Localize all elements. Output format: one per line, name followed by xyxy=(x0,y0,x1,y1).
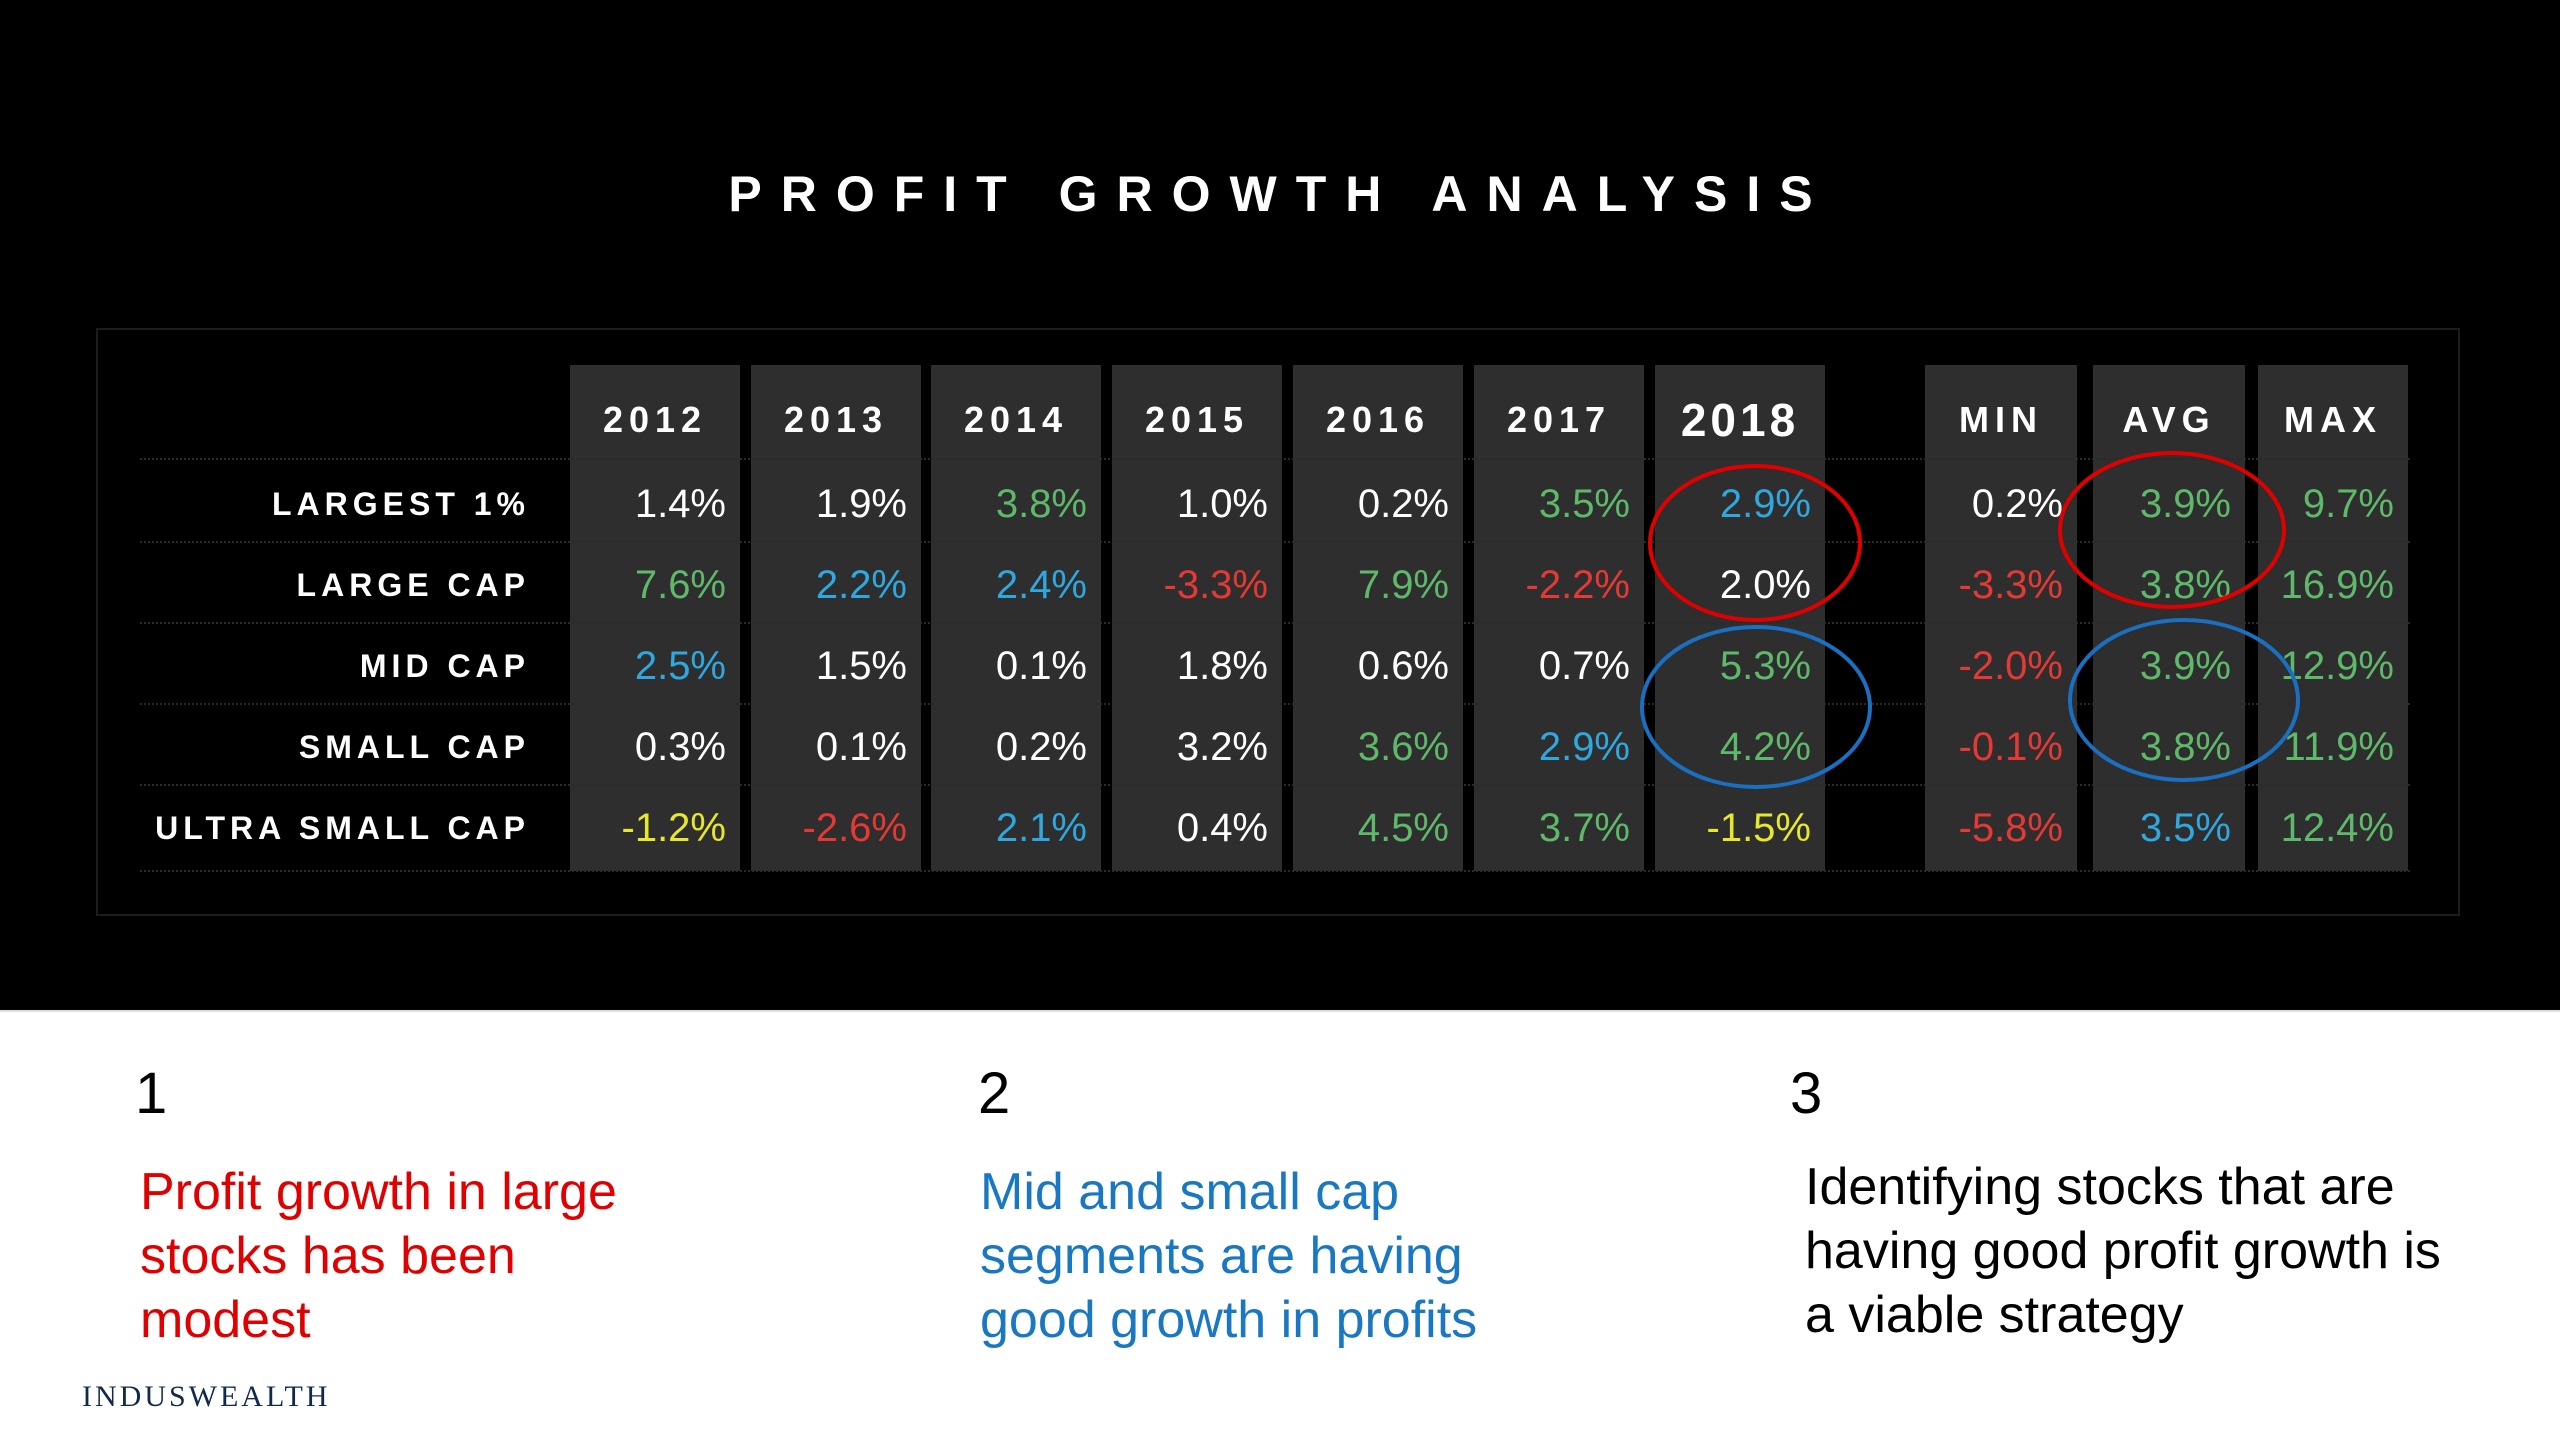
table-cell: 0.2% xyxy=(995,725,1087,769)
column-header-2017: 2017 xyxy=(1506,399,1612,440)
table-cell: 1.5% xyxy=(815,644,907,688)
column-background-2017 xyxy=(1474,365,1644,871)
takeaway-3-number: 3 xyxy=(1790,1061,1823,1126)
column-header-2016: 2016 xyxy=(1325,399,1431,440)
takeaway-2-number: 2 xyxy=(978,1061,1011,1126)
column-background-2016 xyxy=(1293,365,1463,871)
table-cell: 0.6% xyxy=(1357,644,1449,688)
table-cell: 1.9% xyxy=(815,482,907,526)
column-header-2018: 2018 xyxy=(1680,394,1800,446)
table-cell: 9.7% xyxy=(2302,482,2394,526)
table-cell: -3.3% xyxy=(1958,563,2064,607)
column-header-2014: 2014 xyxy=(963,399,1069,440)
table-cell: 0.4% xyxy=(1176,806,1268,850)
row-label: SMALL CAP xyxy=(298,729,530,765)
table-cell: 1.0% xyxy=(1176,482,1268,526)
table-cell: -2.0% xyxy=(1958,644,2064,688)
takeaway-3-text: Identifying stocks that are having good … xyxy=(1805,1158,2441,1344)
takeaway-2-text: Mid and small cap segments are having go… xyxy=(980,1163,1478,1349)
table-cell: -0.1% xyxy=(1958,725,2064,769)
row-separator xyxy=(140,784,2410,786)
column-header-2015: 2015 xyxy=(1144,399,1250,440)
row-separator xyxy=(140,870,2410,872)
table-cell: -2.6% xyxy=(802,806,908,850)
row-separator xyxy=(140,458,2410,460)
row-label: LARGEST 1% xyxy=(271,486,530,522)
table-cell: 3.5% xyxy=(1538,482,1630,526)
table-cell: 2.0% xyxy=(1719,563,1811,607)
induswealth-logo: INDUSWEALTH xyxy=(82,1380,331,1413)
table-frame xyxy=(96,328,2460,916)
table-cell: -1.5% xyxy=(1706,806,1812,850)
table-cell: 0.2% xyxy=(1971,482,2063,526)
column-header-max: MAX xyxy=(2284,399,2382,440)
table-cell: 4.5% xyxy=(1357,806,1449,850)
column-background-2013 xyxy=(751,365,921,871)
table-cell: 3.2% xyxy=(1176,725,1268,769)
table-cell: 3.6% xyxy=(1357,725,1449,769)
table-cell: -2.2% xyxy=(1525,563,1631,607)
table-cell: 0.7% xyxy=(1538,644,1630,688)
table-cell: 1.4% xyxy=(634,482,726,526)
column-header-2013: 2013 xyxy=(783,399,889,440)
row-separator xyxy=(140,703,2410,705)
table-cell: 2.5% xyxy=(634,644,726,688)
table-cell: 7.9% xyxy=(1357,563,1449,607)
takeaways-panel xyxy=(0,1010,2560,1442)
table-cell: -1.2% xyxy=(621,806,727,850)
table-cell: 0.2% xyxy=(1357,482,1449,526)
table-cell: 12.4% xyxy=(2280,806,2394,850)
column-header-2012: 2012 xyxy=(602,399,708,440)
slide-title: PROFIT GROWTH ANALYSIS xyxy=(728,166,1832,222)
table-cell: 3.8% xyxy=(2139,725,2231,769)
table-cell: 3.5% xyxy=(2139,806,2231,850)
column-background-2012 xyxy=(570,365,740,871)
table-cell: 5.3% xyxy=(1719,644,1811,688)
table-cell: 3.9% xyxy=(2139,482,2231,526)
takeaway-1-text: Profit growth in large stocks has been m… xyxy=(140,1163,617,1349)
row-separator xyxy=(140,622,2410,624)
row-label: MID CAP xyxy=(359,648,530,684)
table-cell: 3.9% xyxy=(2139,644,2231,688)
table-cell: 11.9% xyxy=(2283,725,2394,769)
table-cell: 0.1% xyxy=(995,644,1087,688)
table-cell: 2.4% xyxy=(995,563,1087,607)
table-cell: 2.1% xyxy=(995,806,1087,850)
row-label: LARGE CAP xyxy=(296,567,530,603)
column-header-min: MIN xyxy=(1959,399,2043,440)
table-cell: -3.3% xyxy=(1163,563,1269,607)
row-separator xyxy=(140,541,2410,543)
takeaway-1-number: 1 xyxy=(135,1061,168,1126)
table-cell: 2.9% xyxy=(1538,725,1630,769)
column-header-avg: AVG xyxy=(2122,399,2216,440)
row-label: ULTRA SMALL CAP xyxy=(155,810,530,846)
table-cell: 2.9% xyxy=(1719,482,1811,526)
table-cell: 16.9% xyxy=(2280,563,2394,607)
table-cell: 3.8% xyxy=(2139,563,2231,607)
table-cell: 3.7% xyxy=(1538,806,1630,850)
table-cell: 1.8% xyxy=(1176,644,1268,688)
table-cell: 0.3% xyxy=(634,725,726,769)
table-cell: 0.1% xyxy=(815,725,907,769)
table-cell: 12.9% xyxy=(2280,644,2394,688)
column-background-2014 xyxy=(931,365,1101,871)
table-cell: 7.6% xyxy=(634,563,726,607)
column-background-min xyxy=(1925,365,2077,871)
table-cell: 2.2% xyxy=(815,563,907,607)
column-background-2015 xyxy=(1112,365,1282,871)
table-cell: 3.8% xyxy=(995,482,1087,526)
table-cell: -5.8% xyxy=(1958,806,2064,850)
table-cell: 4.2% xyxy=(1719,725,1811,769)
